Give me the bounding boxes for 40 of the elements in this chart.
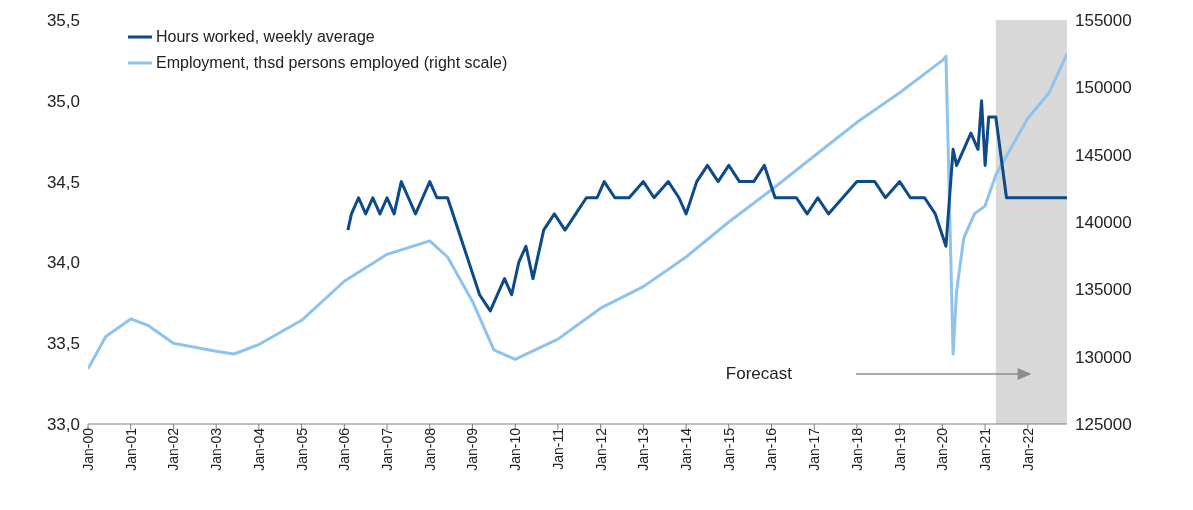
x-tick-label: Jan-04 <box>250 427 267 471</box>
x-tick-label: Jan-12 <box>592 427 609 471</box>
annotation: Forecast <box>725 364 792 384</box>
x-tick-label: Jan-01 <box>122 427 139 471</box>
x-tick-label: Jan-19 <box>891 427 908 471</box>
x-tick-label: Jan-09 <box>464 427 481 471</box>
x-tick-label: Jan-07 <box>378 427 395 471</box>
x-tick-label: Jan-15 <box>720 427 737 471</box>
x-tick-label: Jan-05 <box>293 427 310 471</box>
x-tick-label: Jan-16 <box>763 427 780 471</box>
y2-tick-label: 150000 <box>1075 78 1132 98</box>
y2-tick-label: 140000 <box>1075 213 1132 233</box>
x-tick-label: Jan-17 <box>806 427 823 471</box>
x-tick-label: Jan-20 <box>934 427 951 471</box>
y-tick-label: 33,0 <box>46 415 80 435</box>
x-tick-label: Jan-22 <box>1019 427 1036 471</box>
y2-tick-label: 130000 <box>1075 347 1132 367</box>
x-tick-label: Jan-13 <box>635 427 652 471</box>
x-tick-label: Jan-21 <box>977 427 994 471</box>
x-tick-label: Jan-11 <box>549 427 566 470</box>
y2-tick-label: 125000 <box>1075 415 1132 435</box>
x-tick-label: Jan-10 <box>507 427 524 471</box>
x-tick-label: Jan-03 <box>208 427 225 471</box>
y-tick-label: 35,5 <box>46 11 80 31</box>
y-tick-label: 35,0 <box>46 91 80 111</box>
x-tick-label: Jan-00 <box>79 427 96 471</box>
x-tick-label: Jan-08 <box>421 427 438 471</box>
y2-tick-label: 145000 <box>1075 145 1132 165</box>
x-tick-label: Jan-06 <box>336 427 353 471</box>
x-tick-label: Jan-02 <box>165 427 182 471</box>
y-tick-label: 34,0 <box>46 253 80 273</box>
y-tick-label: 34,5 <box>46 172 80 192</box>
x-tick-label: Jan-18 <box>848 427 865 471</box>
y-tick-label: 33,5 <box>46 334 80 354</box>
line-series <box>346 99 1067 313</box>
y2-tick-label: 155000 <box>1075 11 1132 31</box>
legend-label: Employment, thsd persons employed (right scale) <box>156 54 508 72</box>
x-tick-label: Jan-14 <box>678 427 695 471</box>
y2-tick-label: 135000 <box>1075 280 1132 300</box>
legend-label: Hours worked, weekly average <box>156 28 375 46</box>
